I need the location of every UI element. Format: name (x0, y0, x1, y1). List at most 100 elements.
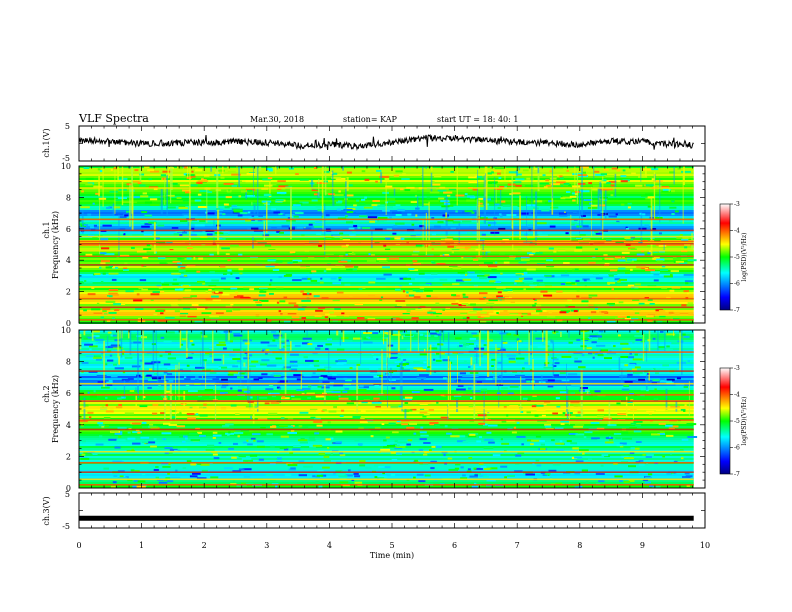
spectrogram-cell (100, 262, 106, 265)
spectrogram-cell (298, 474, 307, 477)
spectrogram-burst (253, 166, 254, 197)
spectrogram-burst (515, 170, 518, 177)
spectrogram-cell (317, 209, 325, 212)
spectrogram-cell (598, 332, 601, 335)
spectrogram-cell (685, 475, 693, 478)
spectrogram-cell (87, 213, 92, 216)
spectrogram-cell (400, 188, 404, 191)
spectrogram-cell (676, 377, 681, 380)
spectrogram-cell (251, 433, 261, 436)
colorbar-tick-label: -5 (734, 254, 740, 261)
spectrogram-cell (654, 217, 663, 219)
spectrogram-cell (478, 202, 483, 205)
spectrogram-cell (486, 302, 495, 305)
spectrogram-cell (534, 414, 539, 417)
ch3-waveform-frame (78, 492, 706, 529)
spectrogram-row (79, 442, 694, 444)
spectrogram-cell (445, 204, 454, 207)
spectrogram-cell (105, 404, 109, 407)
spectrogram-cell (244, 373, 249, 376)
spectrogram-cell (534, 298, 537, 301)
spectrogram-cell (232, 365, 239, 368)
spectrogram-cell (681, 170, 691, 173)
spectrogram-cell (195, 232, 205, 235)
spectrogram-cell (316, 418, 321, 420)
spectrogram-cell (118, 346, 122, 349)
spectrogram-cell (278, 213, 283, 216)
spectrogram-cell (441, 205, 450, 208)
spectrogram-cell (290, 198, 295, 201)
spectrogram-cell (160, 312, 164, 315)
spectrogram-cell (545, 179, 550, 182)
spectrogram-tone-line (79, 407, 694, 409)
spectrogram-cell (635, 338, 642, 341)
spectrogram-cell (476, 440, 481, 443)
spectrogram-cell (657, 320, 663, 323)
spectrogram-cell (238, 455, 246, 458)
spectrogram-cell (588, 294, 598, 297)
spectrogram-cell (662, 188, 671, 191)
spectrogram-cell (509, 385, 519, 388)
spectrogram-cell (397, 441, 407, 444)
spectrogram-cell (464, 210, 473, 213)
spectrogram-cell (120, 431, 123, 434)
spectrogram-cell (278, 338, 287, 341)
spectrogram-row (79, 426, 694, 428)
spectrogram-cell (289, 482, 298, 485)
spectrogram-cell (596, 335, 602, 338)
spectrogram-cell (560, 422, 565, 425)
spectrogram-cell (625, 238, 634, 241)
spectrogram-cell (140, 195, 149, 198)
spectrogram-cell (332, 373, 337, 376)
spectrogram-cell (471, 332, 477, 335)
spectrogram-row (79, 444, 694, 446)
spectrogram-cell (550, 183, 560, 186)
spectrogram-cell (267, 259, 277, 262)
spectrogram-cell (101, 266, 107, 269)
spectrogram-cell (436, 401, 439, 404)
spectrogram-cell (106, 296, 109, 299)
spectrogram-burst (135, 395, 137, 410)
spectrogram-cell (81, 361, 89, 364)
spectrogram-cell (440, 416, 449, 419)
spectrogram-cell (294, 362, 298, 365)
spectrogram-cell (354, 418, 360, 420)
spectrogram-cell (621, 388, 630, 391)
spectrogram-cell (194, 379, 199, 381)
spectrogram-cell (484, 330, 489, 333)
spectrogram-cell (616, 220, 620, 223)
spectrogram-cell (247, 228, 252, 231)
spectrogram-burst (266, 201, 268, 233)
spectrogram-cell (358, 444, 363, 446)
spectrogram-burst (518, 166, 521, 171)
spectrogram-cell (316, 188, 327, 191)
spectrogram-cell (402, 313, 410, 315)
spectrogram-cell (536, 222, 547, 225)
spectrogram-cell (546, 349, 553, 352)
spectrogram-row (79, 292, 694, 294)
spectrogram-burst (511, 176, 513, 229)
spectrogram-burst (135, 387, 137, 392)
spectrogram-cell (293, 304, 299, 307)
spectrogram-cell (652, 251, 658, 253)
spectrogram-cell (85, 177, 94, 180)
spectrogram-cell (388, 200, 396, 203)
spectrogram-cell (487, 168, 492, 171)
spectrogram-burst (164, 177, 166, 205)
spectrogram-cell (324, 170, 330, 173)
ch1-waveform-panel: 5 -5 ch.1(V) (42, 122, 706, 163)
spectrogram-burst (401, 335, 404, 340)
spectrogram-cell (232, 348, 241, 351)
spectrogram-cell (186, 413, 195, 416)
spectrogram-cell (488, 312, 498, 315)
spectrogram-cell (149, 198, 158, 201)
spectrogram-cell (264, 402, 270, 405)
spectrogram-cell (412, 289, 420, 292)
spectrogram-cell (620, 175, 627, 178)
spectrogram-cell (267, 177, 273, 180)
spectrogram-row (79, 474, 694, 476)
spectrogram-cell (526, 177, 531, 180)
spectrogram-burst (99, 199, 101, 255)
spectrogram-cell (181, 166, 189, 169)
spectrogram-cell (468, 311, 477, 314)
